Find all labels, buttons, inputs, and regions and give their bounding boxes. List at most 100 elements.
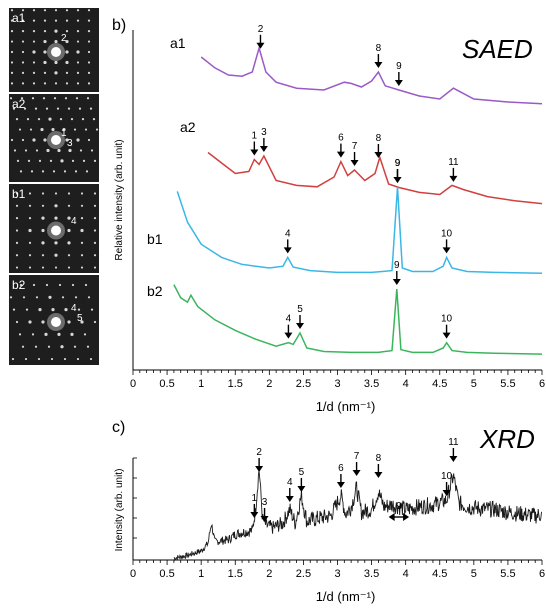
peak-marker-head — [283, 247, 292, 254]
diffraction-spot — [31, 333, 35, 336]
peak-marker-label: 7 — [354, 451, 360, 462]
diffraction-spot — [41, 266, 45, 269]
diffraction-spot — [61, 296, 65, 299]
diffraction-spot — [62, 127, 66, 132]
diffraction-spot — [87, 30, 91, 33]
saed-panel-label: b2 — [12, 278, 26, 292]
diffraction-spot — [93, 192, 97, 195]
diffraction-spot — [67, 216, 71, 220]
saed-panel-label: a1 — [12, 11, 26, 25]
diffraction-spot — [38, 159, 42, 162]
series-name-label: b1 — [147, 231, 163, 247]
diffraction-spot — [60, 345, 64, 349]
x-tick-label: 1 — [198, 568, 204, 580]
peak-marker-label: 10 — [441, 228, 453, 239]
diffraction-spot — [43, 9, 47, 12]
peak-marker-head — [260, 516, 269, 522]
x-tick-label: 5.5 — [500, 568, 515, 580]
peak-marker-label: 5 — [299, 467, 305, 478]
diffraction-spot — [56, 107, 60, 110]
diffraction-spot — [32, 71, 36, 74]
y-axis-label: Relative intensity (arb. unit) — [114, 139, 125, 260]
diffraction-spot — [45, 283, 49, 287]
peak-marker-label: 10 — [441, 471, 453, 482]
diffraction-spot — [80, 217, 84, 220]
peak-marker-head — [392, 279, 401, 285]
diffraction-spot — [93, 241, 97, 244]
diffraction-spot — [84, 128, 88, 131]
diffraction-spot — [54, 71, 58, 75]
diffraction-spot — [18, 333, 22, 336]
x-tick-label: 5 — [471, 378, 477, 390]
peak-marker-label: 1 — [252, 131, 258, 142]
diffraction-spot — [65, 30, 69, 33]
diffraction-spot — [76, 30, 80, 33]
diffraction-spot — [28, 192, 32, 195]
peak-marker-label: 4 — [287, 477, 293, 488]
peak-marker-head — [374, 472, 383, 478]
central-beam — [51, 225, 61, 236]
diffraction-spot — [49, 159, 53, 162]
saed-panel-a1: a1 2 — [9, 8, 99, 92]
diffraction-spot — [80, 241, 84, 244]
diffraction-spot — [15, 192, 19, 195]
diffraction-spot — [71, 283, 75, 287]
diffraction-spot — [76, 138, 80, 142]
peak-marker-label: 6 — [338, 133, 344, 144]
diffraction-spot — [43, 19, 47, 22]
diffraction-spot — [87, 82, 91, 85]
diffraction-spot — [64, 97, 68, 100]
saed-panel-b2: b2 4 5 — [9, 275, 99, 365]
diffraction-spot — [87, 50, 91, 54]
x-axis-label: 1/d (nm⁻¹) — [316, 399, 376, 414]
diffraction-spot — [43, 138, 47, 142]
diffraction-spot — [67, 241, 71, 245]
diffraction-spot — [80, 204, 84, 207]
diffraction-spot — [10, 50, 14, 54]
peak-marker-head — [352, 470, 361, 476]
diffraction-spot — [20, 97, 24, 100]
peak-marker-label: 7 — [352, 141, 358, 152]
diffraction-spot — [87, 296, 91, 299]
diffraction-spot — [15, 320, 19, 324]
diffraction-spot — [87, 61, 91, 64]
series-name-label: a2 — [180, 119, 196, 135]
spot-index-label: 1 — [61, 128, 67, 139]
range-marker-left-head — [388, 513, 395, 521]
diffraction-spot — [19, 283, 23, 287]
x-tick-label: 1 — [198, 378, 204, 390]
diffraction-spot — [35, 149, 39, 152]
diffraction-spot — [47, 345, 51, 348]
diffraction-spot — [32, 9, 36, 12]
diffraction-spot — [22, 296, 26, 299]
peak-marker-label: 2 — [258, 24, 264, 35]
diffraction-spot — [84, 283, 88, 287]
peak-marker-head — [442, 247, 451, 254]
diffraction-spot — [76, 82, 80, 85]
diffraction-spot — [54, 9, 58, 12]
diffraction-spot — [51, 127, 55, 132]
diffraction-spot — [12, 107, 16, 110]
peak-marker-head — [374, 62, 383, 68]
diffraction-spot — [86, 97, 90, 100]
x-tick-label: 5.5 — [500, 378, 515, 390]
diffraction-spot — [60, 159, 64, 163]
diffraction-spot — [32, 82, 36, 85]
diffraction-spot — [76, 71, 80, 74]
diffraction-pattern — [10, 9, 91, 85]
peak-marker-head — [449, 175, 458, 182]
diffraction-spot — [65, 9, 69, 12]
diffraction-spot — [93, 254, 97, 257]
spot-index-label: 4 — [71, 303, 77, 314]
diffraction-spot — [28, 266, 32, 269]
diffraction-spot — [85, 170, 89, 173]
peak-marker-label: 9 — [395, 158, 401, 169]
diffraction-spot — [63, 357, 67, 361]
series-line-b2 — [173, 284, 543, 355]
diffraction-spot — [32, 61, 36, 64]
diffraction-spot — [44, 332, 48, 336]
diffraction-spot — [80, 254, 84, 257]
diffraction-spot — [65, 71, 69, 74]
diffraction-spot — [10, 82, 14, 85]
diffraction-spot — [87, 71, 91, 74]
